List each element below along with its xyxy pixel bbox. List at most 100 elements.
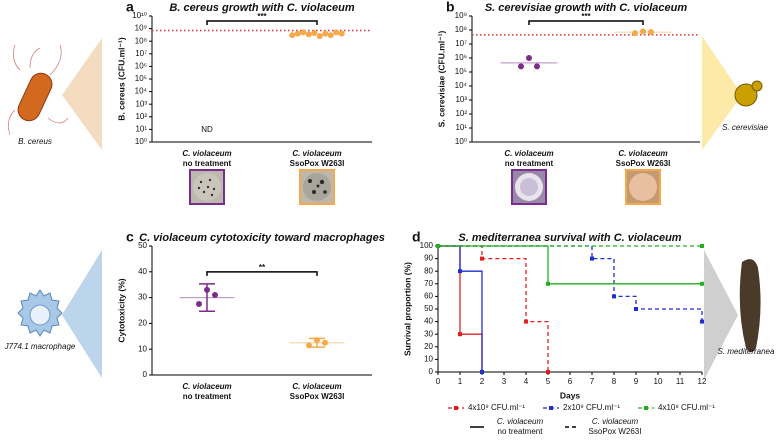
data-point [212, 292, 218, 299]
chart-title: B. cereus growth with C. violaceum [169, 2, 354, 14]
chart-title: S. cerevisiae growth with C. violaceum [485, 2, 688, 14]
data-point [322, 339, 328, 346]
survival-marker [524, 319, 528, 324]
legend-marker [644, 406, 648, 410]
survival-line [438, 245, 702, 285]
legend-label: 4x10⁹ CFU.ml⁻¹ [468, 403, 525, 412]
petri-image [625, 169, 661, 205]
x-tick-label: 0 [436, 377, 441, 386]
y-tick-label: 40 [138, 267, 147, 276]
survival-marker [546, 370, 550, 374]
data-point [196, 301, 202, 308]
data-point [322, 30, 329, 37]
survival-marker [634, 307, 638, 311]
x-tick-label: SsoPox W263I [290, 392, 345, 401]
y-tick-label: 10⁹ [135, 24, 147, 33]
petri-image [299, 169, 335, 205]
x-tick-label: 12 [698, 377, 707, 386]
significance-bracket [206, 271, 318, 276]
y-tick-label: 50 [138, 241, 147, 250]
y-tick-label: 10² [135, 112, 147, 121]
x-tick-label: 7 [590, 377, 595, 386]
y-tick-label: 10¹⁰ [132, 11, 147, 20]
y-axis-label: Cytotoxicity (%) [116, 278, 126, 342]
y-tick-label: 100 [420, 241, 434, 250]
data-point [518, 63, 524, 70]
petri-image [511, 169, 547, 205]
significance-bracket [528, 20, 644, 25]
x-tick-label: no treatment [183, 392, 232, 401]
macrophage-illustration [17, 289, 63, 337]
legend-label: no treatment [498, 427, 544, 436]
illustration-label: S. cerevisiae [722, 123, 768, 132]
x-tick-label: no treatment [183, 159, 232, 168]
data-point [294, 30, 301, 37]
x-tick-label: SsoPox W263I [616, 159, 671, 168]
legend-marker [454, 406, 458, 410]
panel-letter: a [126, 0, 134, 15]
legend-label: 4x10⁸ CFU.ml⁻¹ [658, 403, 715, 412]
panel-letter: d [412, 229, 421, 245]
survival-marker [436, 244, 440, 248]
x-tick-label: C. violaceum [504, 149, 553, 158]
x-tick-label: 1 [458, 377, 463, 386]
data-point [305, 31, 312, 38]
significance-bracket [206, 20, 318, 25]
legend-marker [549, 406, 553, 410]
x-tick-label: C. violaceum [182, 149, 231, 158]
bacterium-illustration [7, 44, 69, 136]
x-tick-label: 11 [676, 377, 685, 386]
survival-marker [700, 244, 704, 248]
y-tick-label: 20 [424, 342, 433, 351]
panel-letter: b [446, 0, 455, 15]
x-tick-label: no treatment [505, 159, 554, 168]
y-tick-label: 10⁵ [455, 67, 467, 76]
survival-marker [700, 281, 704, 286]
illustration-label: S. mediterranea [718, 347, 775, 356]
y-tick-label: 60 [424, 292, 433, 301]
x-tick-label: C. violaceum [618, 149, 667, 158]
legend-label: C. violaceum [497, 417, 544, 426]
wedge [702, 36, 742, 150]
y-tick-label: 10³ [455, 95, 467, 104]
data-point [289, 32, 296, 39]
y-tick-label: 30 [138, 293, 147, 302]
y-axis-label: B. cereus (CFU.ml⁻¹) [116, 37, 126, 121]
survival-marker [480, 256, 484, 261]
legend-label: C. violaceum [592, 417, 639, 426]
significance-label: *** [581, 12, 591, 21]
survival-marker [590, 256, 594, 261]
data-point [311, 29, 318, 36]
x-tick-label: 2 [480, 377, 485, 386]
data-point [314, 337, 320, 344]
y-tick-label: 30 [424, 329, 433, 338]
y-tick-label: 10⁷ [455, 39, 467, 48]
y-tick-label: 20 [138, 319, 147, 328]
x-tick-label: 5 [546, 377, 551, 386]
survival-marker [546, 281, 550, 286]
chart-title: C. violaceum cytotoxicity toward macroph… [139, 232, 385, 244]
chart-title: S. mediterranea survival with C. violace… [458, 232, 681, 244]
y-tick-label: 10⁶ [455, 53, 467, 62]
data-point [526, 55, 532, 61]
survival-marker [458, 269, 462, 274]
y-tick-label: 0 [429, 367, 434, 376]
y-tick-label: 10¹ [455, 123, 467, 132]
data-point [338, 30, 345, 37]
significance-label: *** [257, 12, 267, 21]
y-tick-label: 10⁷ [135, 49, 147, 58]
legend-label: 2x10⁹ CFU.ml⁻¹ [563, 403, 620, 412]
significance-label: ** [259, 263, 266, 272]
y-tick-label: 10¹ [135, 125, 147, 134]
y-tick-label: 10 [424, 355, 433, 364]
data-point [648, 29, 654, 36]
survival-marker [700, 319, 704, 324]
x-tick-label: SsoPox W263I [290, 159, 345, 168]
data-point [306, 342, 312, 349]
y-tick-label: 40 [424, 317, 433, 326]
x-tick-label: 3 [502, 377, 507, 386]
petri-image [189, 169, 225, 205]
y-tick-label: 10⁵ [135, 74, 147, 83]
y-tick-label: 80 [424, 266, 433, 275]
